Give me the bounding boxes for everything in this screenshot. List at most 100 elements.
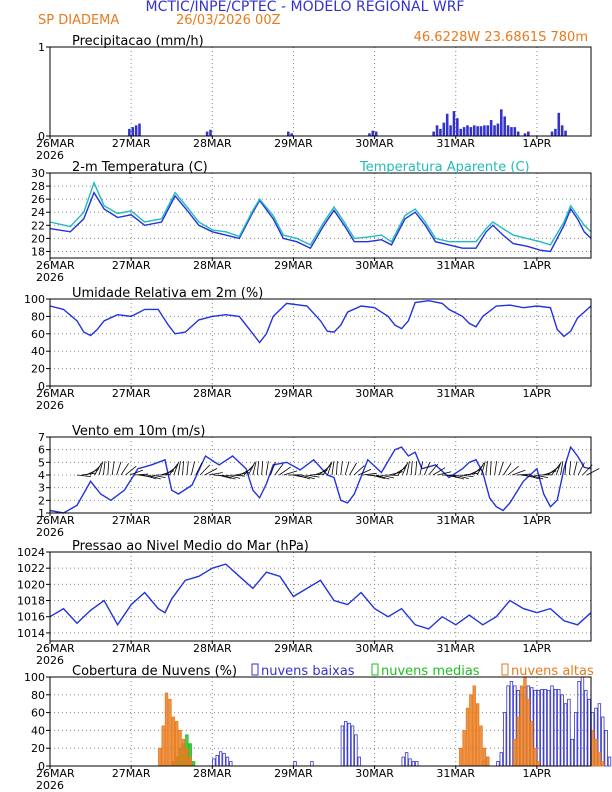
x-year-label: 2026 — [36, 779, 64, 792]
bar — [462, 127, 466, 136]
wind-arrow — [314, 469, 328, 476]
y-tick-label: 1 — [38, 41, 45, 54]
wind-arrow — [195, 462, 203, 476]
bar — [516, 131, 520, 136]
wind-arrow — [327, 461, 333, 476]
wind-arrow — [573, 461, 578, 476]
panel-5: 1014 1016 1018 1020 1022 1024 Pressao ao Nivel… — [17, 539, 592, 667]
panel-title2: Temperatura Aparente (C) — [359, 160, 530, 175]
wind-arrow — [507, 465, 519, 476]
wind-arrow — [525, 474, 539, 480]
bar — [354, 734, 358, 767]
x-tick-label: 1APR — [522, 514, 551, 527]
bar — [563, 703, 568, 767]
bar — [188, 756, 192, 767]
wind-arrow — [489, 461, 492, 476]
wind-arrow — [142, 474, 157, 480]
bar — [597, 752, 602, 767]
series-line — [49, 191, 592, 253]
bar — [449, 125, 452, 136]
bar — [540, 689, 544, 767]
wind-arrow — [344, 461, 350, 476]
wind-arrow — [498, 461, 504, 476]
y-tick-label: 0 — [38, 760, 45, 773]
x-tick-label: 29MAR — [274, 642, 313, 655]
panel-frame — [49, 676, 592, 767]
bar — [408, 758, 412, 767]
bar — [573, 712, 578, 767]
bar — [293, 761, 297, 767]
y-tick-label: 22 — [31, 219, 45, 232]
bar — [564, 130, 567, 136]
bar — [191, 761, 196, 767]
y-tick-label: 1 — [38, 507, 45, 520]
panel-frame — [49, 298, 592, 387]
wind-arrow — [353, 465, 365, 476]
bar — [550, 685, 554, 767]
panel-frame — [49, 551, 592, 642]
y-tick-label: 3 — [38, 482, 45, 495]
wind-arrow — [204, 468, 218, 476]
y-tick-label: 40 — [31, 345, 45, 358]
x-tick-label: 27MAR — [112, 259, 151, 272]
wind-arrow — [423, 462, 431, 476]
bar — [482, 747, 487, 767]
wind-arrow — [432, 467, 446, 476]
wind-arrow — [134, 473, 149, 476]
wind-arrow — [410, 461, 413, 476]
wind-arrow — [226, 474, 241, 479]
x-tick-label: 31MAR — [436, 514, 475, 527]
wind-arrow — [107, 461, 110, 476]
bar — [510, 127, 513, 136]
wind-arrow — [129, 469, 144, 476]
y-tick-label: 24 — [31, 206, 45, 219]
wind-arrow — [419, 461, 424, 476]
wind-arrow — [481, 461, 486, 476]
bar — [459, 747, 463, 767]
wind-arrow — [437, 471, 452, 476]
y-tick-label: 26 — [31, 193, 45, 206]
wind-arrow — [512, 469, 526, 476]
bar — [212, 758, 216, 767]
wind-arrow — [397, 464, 408, 476]
bar — [472, 685, 476, 767]
wind-arrow — [230, 474, 245, 477]
x-tick-label: 30MAR — [355, 767, 394, 780]
x-tick-label: 1APR — [522, 387, 551, 400]
bar — [404, 752, 409, 767]
y-tick-label: 1016 — [17, 611, 45, 624]
x-tick-label: 31MAR — [436, 387, 475, 400]
y-tick-label: 7 — [38, 431, 45, 444]
bar — [432, 131, 435, 136]
x-tick-label: 26MAR — [36, 514, 75, 527]
bar — [587, 698, 591, 767]
bar — [590, 730, 595, 767]
bar — [546, 689, 551, 767]
bar — [543, 689, 547, 767]
x-tick-label: 31MAR — [436, 642, 475, 655]
x-tick-label: 28MAR — [193, 259, 232, 272]
y-tick-label: 1018 — [17, 595, 45, 608]
bar — [128, 128, 131, 136]
x-year-label: 2026 — [36, 526, 64, 539]
wind-arrow — [221, 474, 236, 480]
bar — [499, 752, 503, 767]
bar — [475, 703, 480, 767]
y-tick-label: 60 — [31, 328, 45, 341]
wind-arrow — [371, 474, 386, 480]
bar — [513, 738, 517, 767]
wind-arrow — [239, 468, 253, 476]
x-tick-label: 30MAR — [355, 259, 394, 272]
bar — [340, 725, 345, 767]
x-tick-label: 27MAR — [112, 514, 151, 527]
wind-arrow — [98, 461, 104, 476]
bar — [357, 756, 361, 767]
legend-swatch — [251, 663, 259, 676]
wind-arrow — [564, 461, 567, 476]
wind-arrow — [494, 461, 498, 476]
y-tick-label: 20 — [31, 742, 45, 755]
wind-arrow — [380, 474, 395, 479]
x-tick-label: 28MAR — [193, 137, 232, 150]
bar — [527, 131, 530, 136]
bar — [435, 125, 439, 136]
